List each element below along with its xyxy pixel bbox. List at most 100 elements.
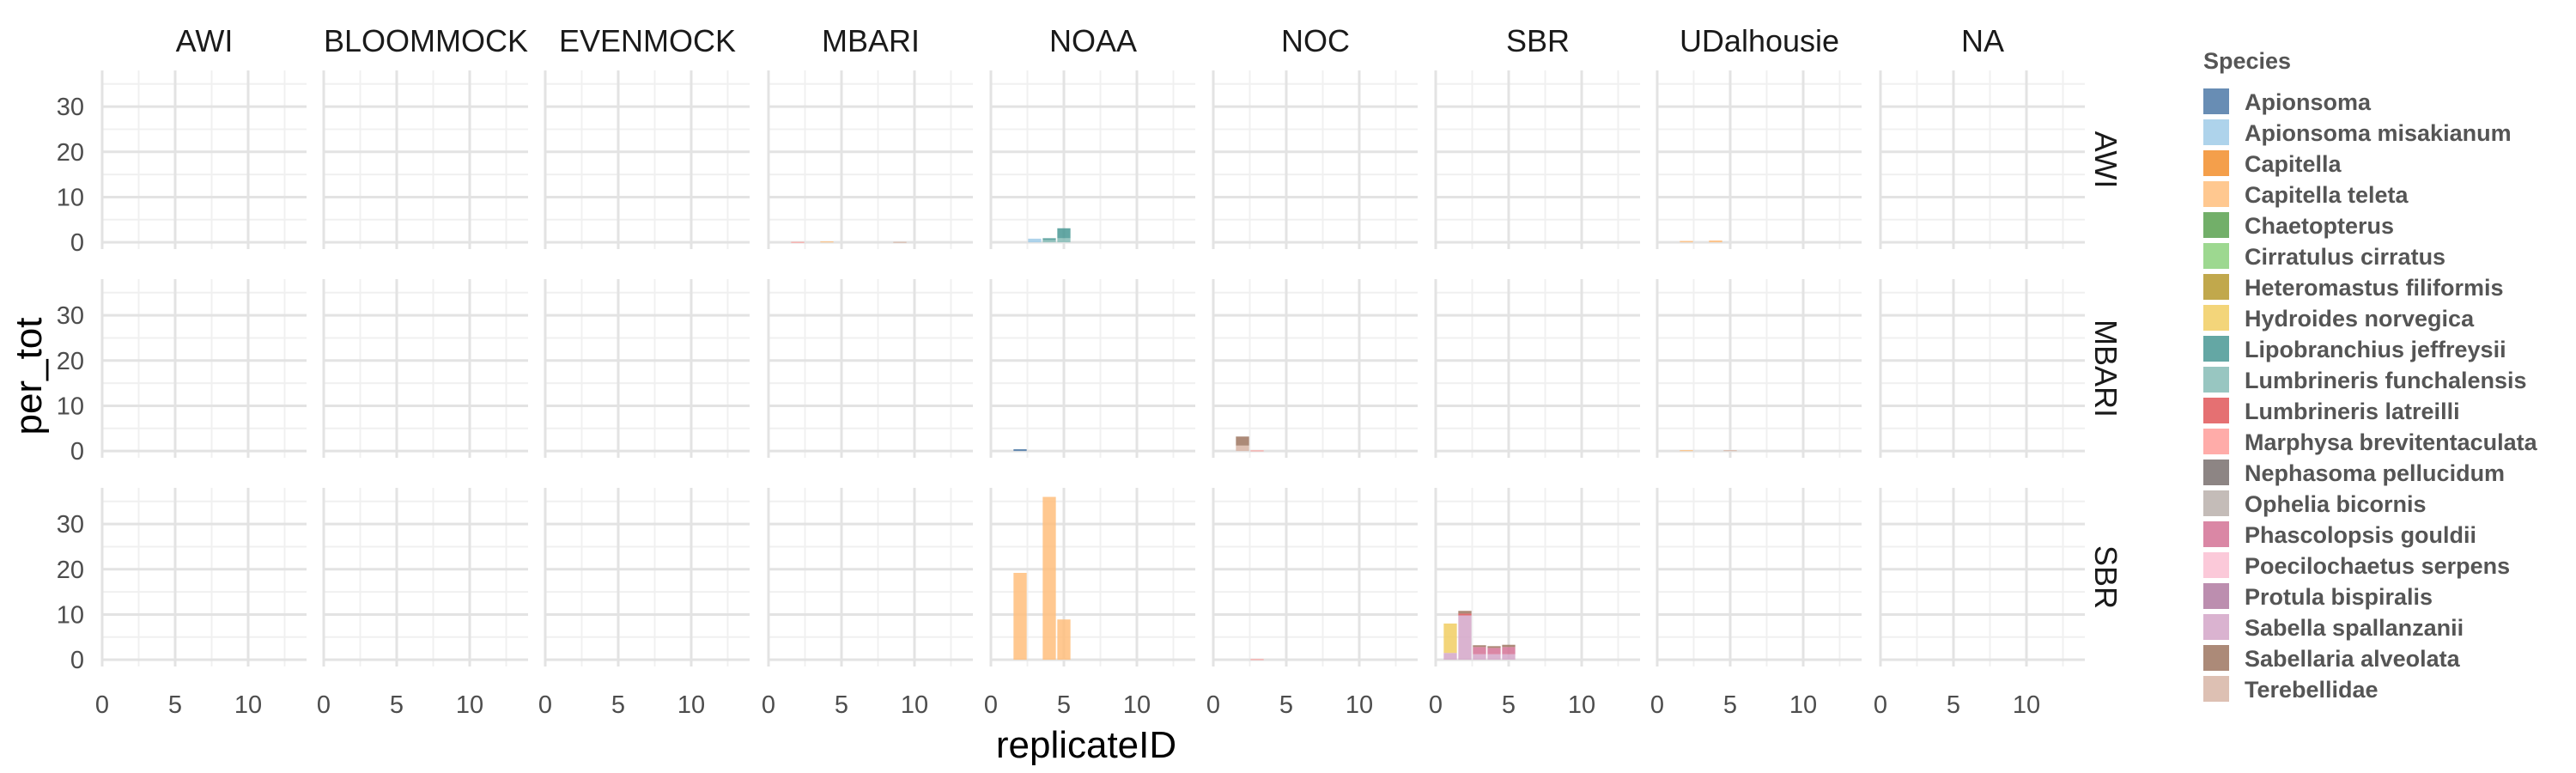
legend-item: Chaetopterus — [2203, 212, 2394, 239]
panel-SBR-BLOOMMOCK — [322, 488, 528, 666]
legend-item: Nephasoma pellucidum — [2203, 460, 2505, 486]
bar-segment — [1473, 647, 1486, 654]
legend-swatch — [2203, 88, 2229, 114]
x-tick-label: 10 — [234, 691, 262, 719]
x-tick-label: 10 — [677, 691, 705, 719]
panel-SBR-UDalhousie — [1656, 488, 1862, 666]
facet-column-label: BLOOMMOCK — [324, 23, 528, 58]
x-tick-label: 10 — [456, 691, 483, 719]
y-tick-label: 30 — [57, 94, 84, 121]
legend-swatch — [2203, 367, 2229, 393]
bar-segment — [1057, 238, 1071, 243]
x-tick-label: 10 — [1789, 691, 1817, 719]
legend-label: Lipobranchius jeffreysii — [2245, 337, 2506, 362]
y-tick-label: 20 — [57, 139, 84, 167]
legend-swatch — [2203, 429, 2229, 454]
legend-label: Ophelia bicornis — [2245, 491, 2427, 517]
bar-segment — [820, 241, 834, 243]
bar-segment — [1458, 615, 1472, 660]
bar-layer — [791, 228, 1737, 660]
legend-label: Apionsoma — [2245, 89, 2372, 115]
x-tick-label: 5 — [1057, 691, 1071, 719]
facet-column-label: NOC — [1281, 23, 1350, 58]
legend-item: Capitella — [2203, 150, 2342, 177]
legend-item: Lumbrineris latreilli — [2203, 398, 2460, 424]
facet-column-label: NA — [1961, 23, 2004, 58]
x-tick-label: 0 — [1650, 691, 1664, 719]
y-tick-label: 20 — [57, 557, 84, 584]
legend-label: Capitella — [2245, 151, 2342, 177]
facet-column-label: AWI — [176, 23, 234, 58]
y-tick-label: 10 — [57, 393, 84, 420]
x-axis-title: replicateID — [996, 724, 1176, 766]
panel-AWI-EVENMOCK — [544, 70, 750, 249]
facet-column-label: MBARI — [822, 23, 920, 58]
legend-label: Heteromastus filiformis — [2245, 275, 2504, 301]
facet-row-label: MBARI — [2088, 320, 2123, 417]
legend-swatch — [2203, 460, 2229, 485]
y-tick-label: 30 — [57, 302, 84, 330]
legend-label: Chaetopterus — [2245, 213, 2394, 239]
legend-item: Protula bispiralis — [2203, 583, 2433, 610]
x-tick-label: 5 — [1723, 691, 1737, 719]
y-tick-label: 10 — [57, 601, 84, 629]
x-tick-label: 0 — [1874, 691, 1887, 719]
x-tick-label: 5 — [168, 691, 182, 719]
panel-MBARI-BLOOMMOCK — [322, 279, 528, 458]
x-tick-label: 5 — [390, 691, 404, 719]
bar-segment — [1473, 645, 1486, 648]
legend: Species Apionsoma Apionsoma misakianum Cap… — [2203, 48, 2538, 703]
panel-MBARI-MBARI — [767, 279, 973, 458]
legend-label: Marphysa brevitentaculata — [2245, 429, 2538, 455]
grid-layer — [100, 70, 2085, 666]
legend-swatch — [2203, 676, 2229, 702]
bar-segment — [1250, 659, 1264, 660]
y-tick-label: 0 — [70, 438, 84, 466]
x-tick-label: 0 — [762, 691, 775, 719]
bar-segment — [1443, 623, 1457, 654]
legend-item: Marphysa brevitentaculata — [2203, 429, 2538, 455]
legend-swatch — [2203, 398, 2229, 423]
panel-SBR-NA — [1879, 488, 2085, 666]
legend-swatch — [2203, 243, 2229, 269]
panel-MBARI-NOAA — [989, 279, 1195, 458]
bar-segment — [1250, 450, 1264, 452]
bar-segment — [1013, 572, 1027, 660]
bar-segment — [1057, 619, 1071, 660]
legend-item: Phascolopsis gouldii — [2203, 521, 2476, 548]
x-tick-label: 0 — [317, 691, 331, 719]
legend-label: Sabella spallanzanii — [2245, 615, 2464, 641]
bar-segment — [1502, 644, 1516, 648]
bar-segment — [1502, 647, 1516, 654]
facet-column-label: UDalhousie — [1680, 23, 1839, 58]
panel-SBR-AWI — [100, 488, 307, 666]
panel-MBARI-NOC — [1212, 279, 1418, 458]
legend-swatch — [2203, 336, 2229, 362]
legend-item: Cirratulus cirratus — [2203, 243, 2445, 270]
legend-label: Apionsoma misakianum — [2245, 120, 2512, 146]
bar-segment — [1680, 240, 1693, 243]
legend-item: Poecilochaetus serpens — [2203, 552, 2510, 579]
panel-AWI-AWI — [100, 70, 307, 249]
legend-label: Poecilochaetus serpens — [2245, 553, 2510, 579]
legend-item: Sabella spallanzanii — [2203, 614, 2464, 641]
bar-segment — [1458, 613, 1472, 616]
bar-segment — [1502, 654, 1516, 660]
x-tick-label: 0 — [984, 691, 998, 719]
legend-item: Apionsoma — [2203, 88, 2372, 115]
legend-label: Protula bispiralis — [2245, 584, 2433, 610]
panel-MBARI-NA — [1879, 279, 2085, 458]
legend-label: Capitella teleta — [2245, 182, 2409, 208]
x-tick-label: 10 — [1346, 691, 1373, 719]
panel-AWI-MBARI — [767, 70, 973, 249]
legend-title: Species — [2203, 48, 2291, 74]
legend-swatch — [2203, 552, 2229, 578]
facet-row-labels: AWI MBARI SBR — [2088, 131, 2123, 609]
x-tick-label: 5 — [1947, 691, 1960, 719]
x-tick-label: 0 — [538, 691, 552, 719]
legend-swatch — [2203, 119, 2229, 145]
legend-item: Capitella teleta — [2203, 181, 2409, 208]
bar-segment — [1458, 611, 1472, 614]
panel-SBR-NOC — [1212, 488, 1418, 666]
